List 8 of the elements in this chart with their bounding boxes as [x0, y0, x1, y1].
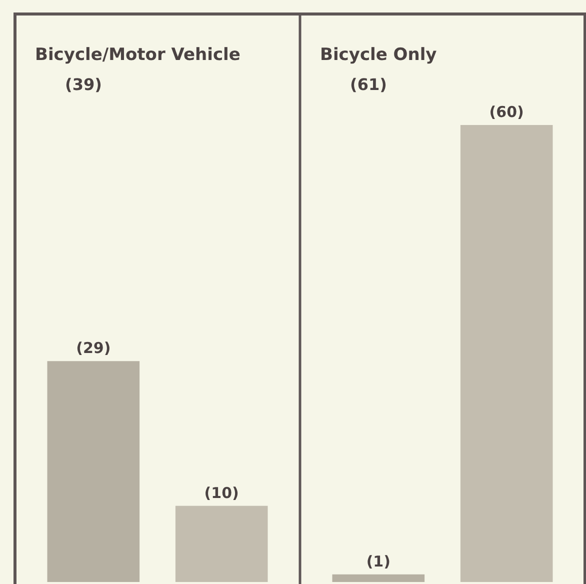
data-label: (29) — [76, 339, 111, 358]
data-label: (10) — [204, 484, 239, 502]
chart-title: Bicycle/Motor Vehicle — [35, 45, 240, 65]
data-label: (60) — [489, 103, 524, 121]
chart-title: Bicycle Only — [320, 45, 437, 65]
data-label: (1) — [366, 552, 390, 570]
chart-subtitle: (39) — [65, 75, 102, 94]
chart-subtitle: (61) — [350, 75, 387, 94]
